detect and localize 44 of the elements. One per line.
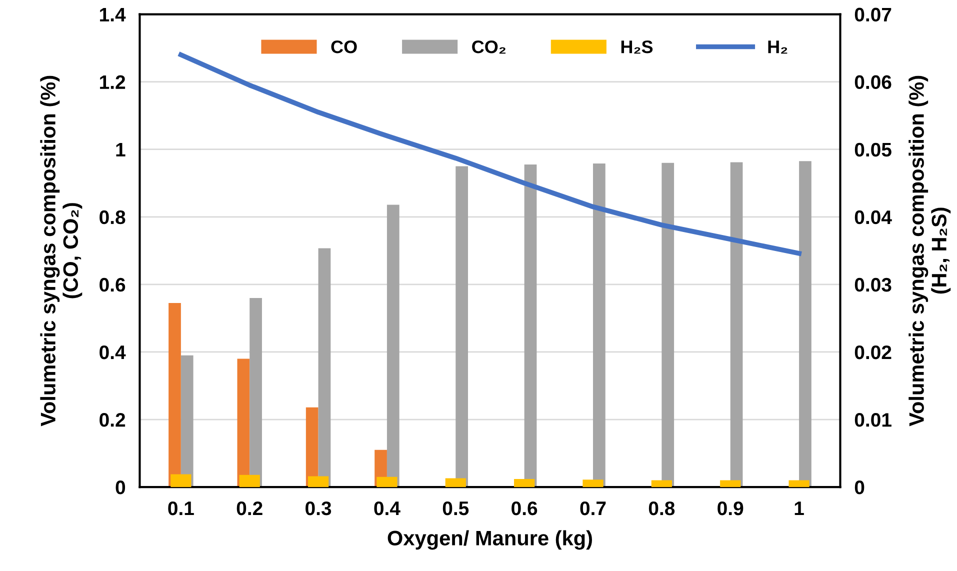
y-tick-label: 0.6	[100, 278, 126, 292]
x-tick-label: 0.8	[648, 501, 675, 516]
x-tick-label: 0.7	[580, 501, 606, 516]
x-axis-title: Oxygen/ Manure (kg)	[388, 530, 592, 550]
y2-tick-label: 0.04	[854, 210, 892, 224]
line-series	[178, 52, 802, 256]
bar	[445, 478, 466, 488]
x-tick-label: 0.1	[168, 501, 194, 516]
y-axis-title: Volumetric syngas composition (%) (CO, CO₂)	[40, 76, 82, 426]
bar	[239, 474, 260, 488]
y-tick-label: 0.8	[100, 210, 126, 224]
y-tick-label: 1.2	[100, 75, 126, 89]
legend-label: H₂S	[621, 40, 653, 54]
y2-tick-label: 0.03	[854, 278, 892, 292]
x-tick-label: 0.3	[306, 501, 332, 516]
y2-tick-label: 0.05	[854, 142, 892, 157]
x-tick-label: 0.2	[236, 501, 262, 516]
x-tick-label: 0.5	[442, 501, 469, 516]
y2-tick-label: 0	[854, 480, 864, 494]
y-tick-label: 0.4	[100, 345, 126, 360]
bar	[376, 476, 398, 488]
y2-tick-label: 0.07	[854, 8, 892, 22]
x-tick-label: 1	[794, 502, 804, 516]
bar	[582, 480, 604, 488]
legend-label: CO₂	[472, 40, 506, 54]
bar	[651, 480, 672, 488]
bar	[308, 476, 329, 488]
legend-label: H₂	[768, 40, 788, 54]
bar	[788, 480, 810, 488]
x-tick-label: 0.4	[374, 501, 400, 516]
y2-tick-label: 0.02	[854, 345, 892, 360]
y-tick-label: 0	[116, 480, 126, 494]
x-tick-label: 0.6	[512, 501, 538, 516]
y2-tick-label: 0.01	[854, 412, 892, 427]
y-tick-label: 1	[116, 143, 126, 156]
bar	[514, 478, 535, 488]
y2-tick-label: 0.06	[854, 75, 892, 90]
bar	[720, 480, 741, 488]
x-tick-label: 0.9	[718, 501, 744, 516]
y-tick-label: 0.2	[100, 412, 126, 427]
y-tick-label: 1.4	[100, 8, 126, 22]
legend-label: CO	[331, 40, 357, 54]
bar	[170, 474, 192, 488]
y2-axis-title: Volumetric syngas composition (%) (H₂, H₂S)	[908, 76, 951, 426]
